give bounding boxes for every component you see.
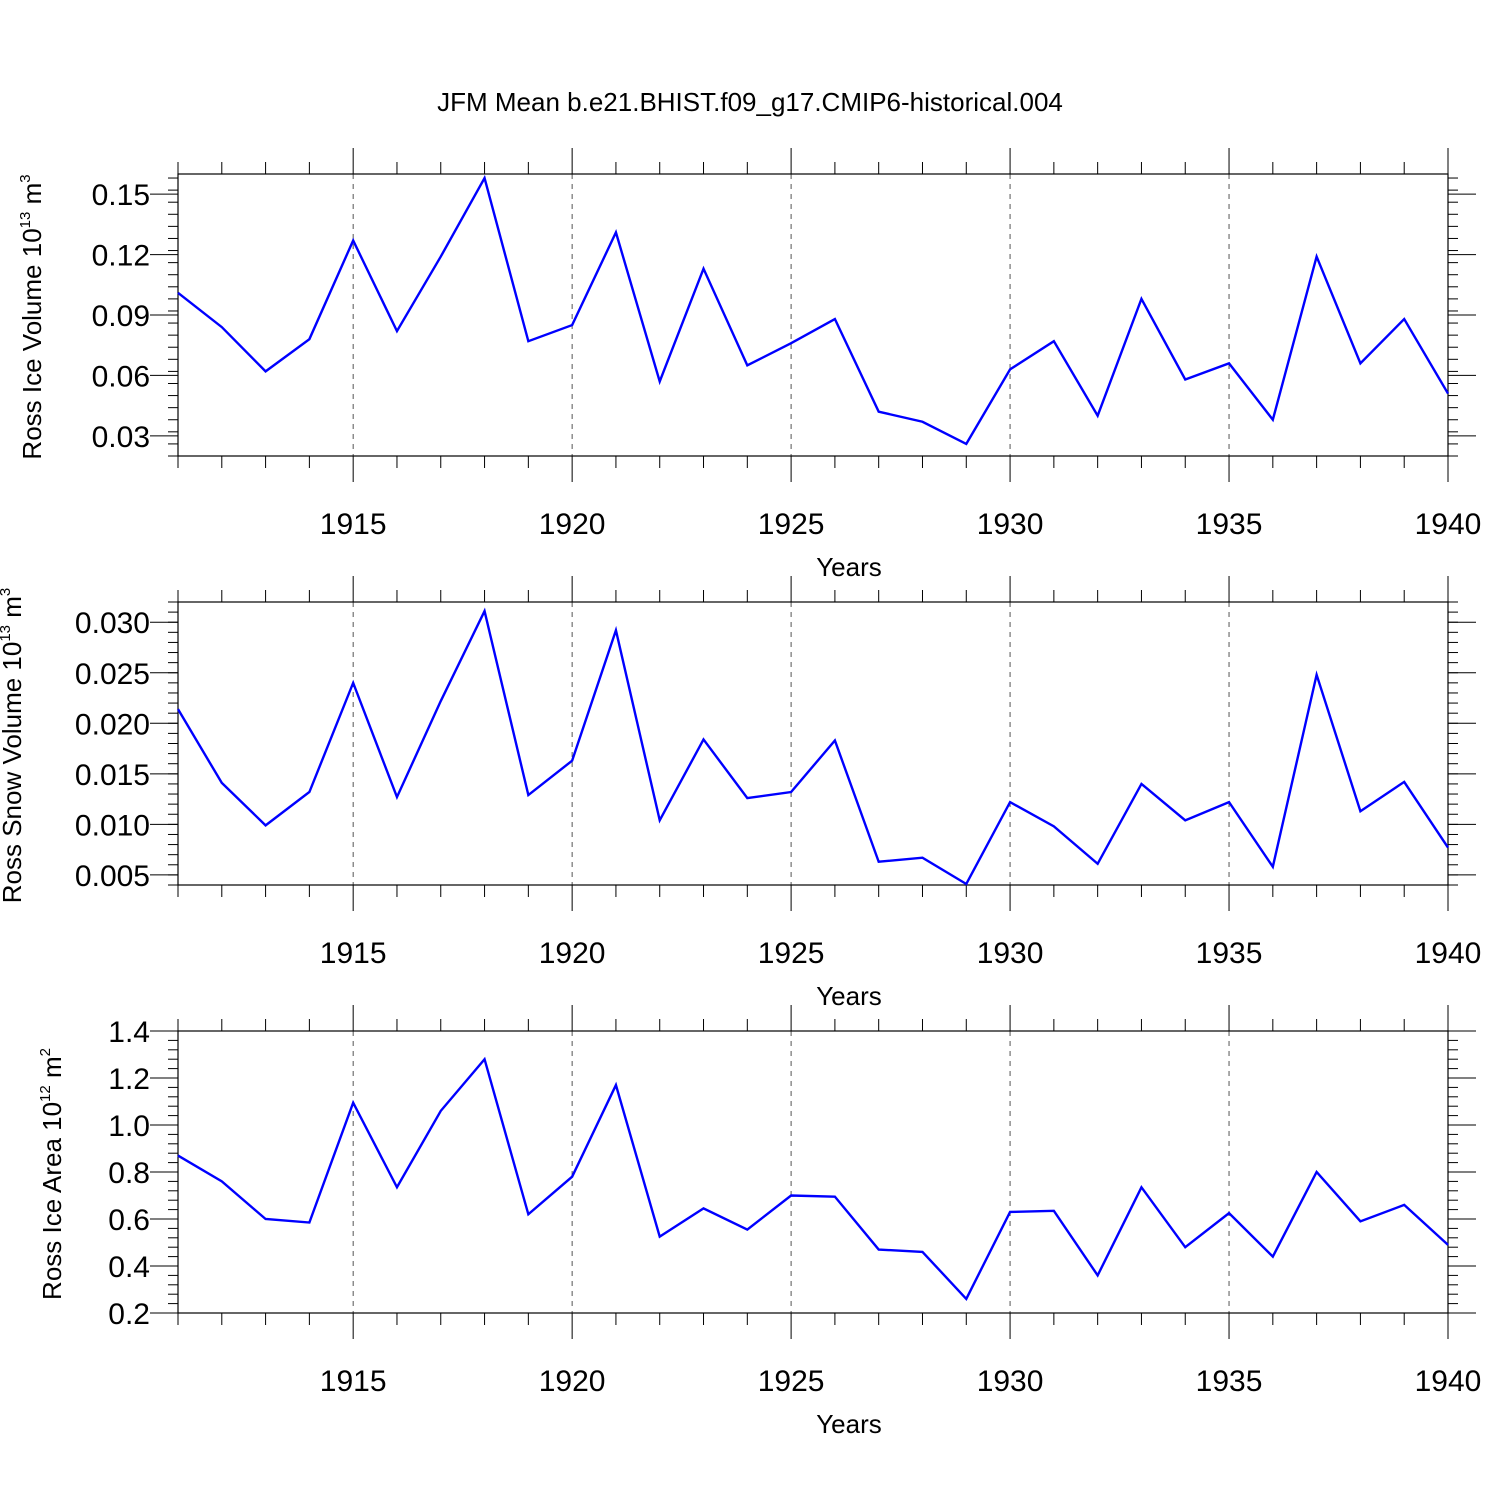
x-tick-label: 1925 (758, 1365, 825, 1398)
x-tick-label: 1920 (539, 1365, 606, 1398)
x-tick-label: 1925 (758, 937, 825, 970)
x-tick-label: 1935 (1196, 937, 1263, 970)
y-tick-label: 1.0 (108, 1110, 150, 1143)
y-axis-title-superscript: 13 (17, 212, 34, 229)
x-tick-label: 1940 (1415, 508, 1482, 541)
x-tick-label: 1915 (320, 508, 387, 541)
y-tick-label: 0.03 (92, 421, 150, 454)
x-tick-label: 1920 (539, 937, 606, 970)
y-tick-label: 0.2 (108, 1298, 150, 1331)
y-axis-title-text: m (37, 1056, 67, 1085)
y-axis-title-text: Ross Ice Area 10 (37, 1102, 67, 1300)
y-tick-label: 0.030 (75, 607, 150, 640)
y-tick-label: 0.015 (75, 759, 150, 792)
chart-panels: 0.03 0.06 0.09 0.12 0.15 1915 1920 1925 1930 1935… (0, 148, 1481, 1439)
y-axis-title: Ross Ice Volume 1013 m3 (17, 174, 47, 459)
x-axis-title: Years (816, 552, 882, 582)
series-line-1 (177, 1056, 1449, 1301)
y-axis-title: Ross Ice Area 1012 m2 (37, 1048, 67, 1300)
y-tick-label: 0.005 (75, 860, 150, 893)
x-tick-label: 1940 (1415, 1365, 1482, 1398)
y-axis-title-text: m (0, 596, 27, 625)
series-line-1 (177, 174, 1450, 446)
y-tick-label: 1.2 (108, 1063, 150, 1096)
y-tick-label: 0.4 (108, 1251, 150, 1284)
y-axis-title-superscript: 12 (37, 1085, 54, 1102)
series-line-1 (176, 607, 1449, 886)
x-tick-label: 1920 (539, 508, 606, 541)
x-tick-label: 1940 (1415, 937, 1482, 970)
chart-panel-2: 0.005 0.010 0.015 0.020 0.025 0.030 1915 1920 19… (0, 576, 1481, 1011)
x-tick-label: 1915 (320, 937, 387, 970)
x-axis-title: Years (816, 1409, 882, 1439)
main-title: JFM Mean b.e21.BHIST.f09_g17.CMIP6-histo… (437, 87, 1063, 117)
y-axis-title-superscript: 3 (17, 174, 34, 182)
y-tick-label: 0.025 (75, 658, 150, 691)
y-tick-label: 0.09 (92, 300, 150, 333)
y-axis-title-superscript: 3 (0, 588, 14, 596)
x-tick-label: 1935 (1196, 508, 1263, 541)
chart-panel-3: 0.2 0.4 0.6 0.8 1.0 1.2 1.4 1915 1920 1925 1930 193… (37, 1005, 1481, 1439)
x-tick-label: 1925 (758, 508, 825, 541)
x-tick-label: 1935 (1196, 1365, 1263, 1398)
y-axis-title-text: m (17, 183, 47, 212)
x-tick-label: 1930 (977, 1365, 1044, 1398)
y-axis-title-superscript: 13 (0, 625, 14, 642)
x-axis-title: Years (816, 981, 882, 1011)
y-axis-title: Ross Snow Volume 1013 m3 (0, 588, 27, 904)
y-tick-label: 0.020 (75, 708, 150, 741)
y-tick-label: 0.15 (92, 179, 150, 212)
y-axis-title-text: Ross Snow Volume 10 (0, 642, 27, 904)
y-tick-label: 0.12 (92, 240, 150, 273)
x-tick-label: 1930 (977, 508, 1044, 541)
y-axis-title-superscript: 2 (37, 1048, 54, 1056)
x-tick-label: 1915 (320, 1365, 387, 1398)
x-tick-label: 1930 (977, 937, 1044, 970)
y-tick-label: 0.6 (108, 1204, 150, 1237)
y-tick-label: 0.8 (108, 1157, 150, 1190)
y-tick-label: 0.06 (92, 360, 150, 393)
y-tick-label: 1.4 (108, 1016, 150, 1049)
chart-panel-1: 0.03 0.06 0.09 0.12 0.15 1915 1920 1925 1930 1935… (17, 148, 1481, 582)
y-axis-title-text: Ross Ice Volume 10 (17, 228, 47, 459)
y-tick-label: 0.010 (75, 809, 150, 842)
